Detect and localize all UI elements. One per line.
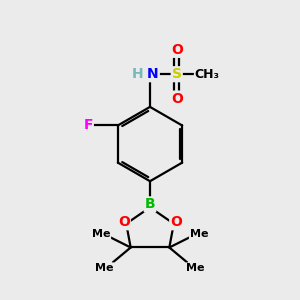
Text: B: B (145, 197, 155, 212)
Text: Me: Me (95, 263, 114, 273)
Text: N: N (147, 67, 159, 81)
Text: Me: Me (190, 229, 208, 239)
Text: S: S (172, 67, 182, 81)
Text: F: F (83, 118, 93, 133)
Text: Me: Me (186, 263, 205, 273)
Text: O: O (170, 215, 182, 229)
Text: H: H (132, 67, 143, 81)
Text: Me: Me (92, 229, 110, 239)
Text: CH₃: CH₃ (195, 68, 220, 81)
Text: O: O (171, 43, 183, 57)
Text: O: O (118, 215, 130, 229)
Text: O: O (171, 92, 183, 106)
